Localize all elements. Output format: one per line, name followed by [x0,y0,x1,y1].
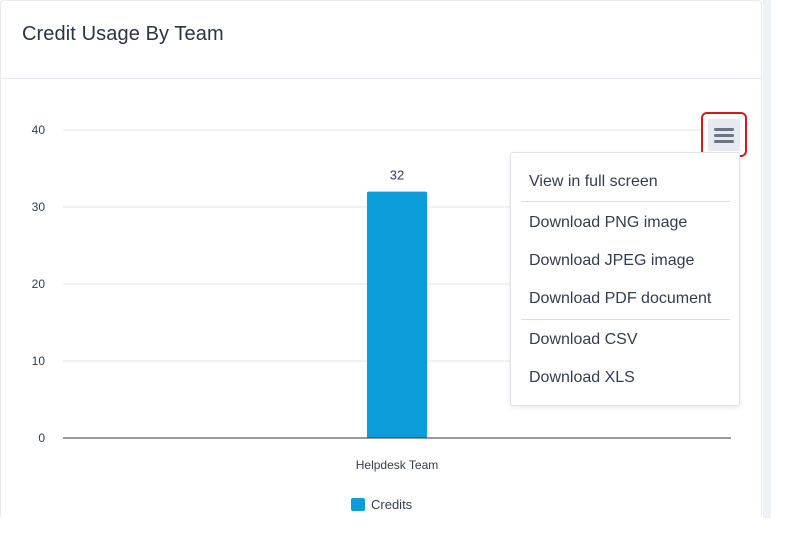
y-axis-ticks: 0 10 20 30 40 [32,123,46,445]
x-tick-label: Helpdesk Team [356,458,439,472]
menu-item-download-csv[interactable]: Download CSV [529,331,638,348]
menu-divider [521,319,730,320]
bar-data-label: 32 [390,168,404,183]
bar-helpdesk-team[interactable] [367,191,427,438]
y-tick-label: 40 [32,123,46,137]
menu-item-view-full-screen[interactable]: View in full screen [529,173,658,190]
legend-swatch [351,498,365,511]
menu-item-download-xls[interactable]: Download XLS [529,369,635,386]
chart-menu-button[interactable] [701,112,747,157]
y-tick-label: 30 [32,200,46,214]
scrollbar-track[interactable] [763,0,771,518]
card-title: Credit Usage By Team [22,23,224,45]
y-tick-label: 10 [32,354,46,368]
bar-chart: 0 10 20 30 40 32 Helpdesk Team [32,123,731,472]
legend-item-credits[interactable]: Credits [351,497,412,512]
bars: 32 [367,168,427,438]
x-axis-ticks: Helpdesk Team [356,458,439,472]
menu-divider [521,201,730,202]
card-header: Credit Usage By Team [1,1,761,79]
legend-label: Credits [371,497,413,512]
menu-item-download-png[interactable]: Download PNG image [529,214,688,231]
hamburger-menu-icon [708,119,740,151]
y-tick-label: 20 [32,277,46,291]
export-menu: View in full screen Download PNG image D… [510,152,740,406]
y-tick-label: 0 [38,431,45,445]
menu-item-download-pdf[interactable]: Download PDF document [529,290,712,307]
menu-item-download-jpeg[interactable]: Download JPEG image [529,252,695,269]
